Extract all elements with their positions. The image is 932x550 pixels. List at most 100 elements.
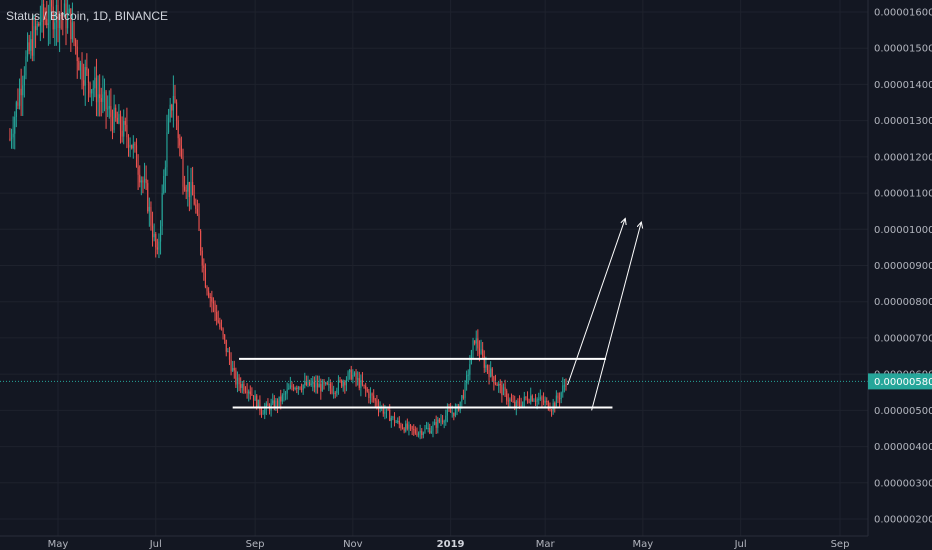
candle-body — [139, 174, 141, 183]
candle-body — [549, 409, 551, 411]
candle-body — [44, 18, 46, 20]
time-tick-label: Mar — [536, 539, 556, 550]
candle-body — [499, 384, 501, 386]
price-tick-label: 0.00000700 — [874, 333, 932, 344]
candle-body — [57, 4, 59, 28]
candle-body — [461, 395, 463, 402]
candle-body — [371, 393, 373, 396]
candle-body — [184, 186, 186, 191]
candle-body — [108, 106, 110, 109]
candle-body — [150, 206, 152, 226]
candle-body — [349, 369, 351, 373]
candle-body — [360, 380, 362, 388]
price-axis[interactable]: 0.00001600 0.00001500 0.00001400 0.00001300… — [867, 0, 932, 550]
candle-body — [475, 338, 477, 344]
candle-body — [317, 383, 319, 388]
candle-body — [164, 167, 166, 177]
candle-body — [427, 428, 429, 430]
candle-body — [179, 138, 181, 146]
candle-body — [321, 381, 323, 392]
candle-body — [550, 410, 553, 412]
candle-body — [14, 116, 16, 134]
candle-body — [482, 349, 484, 356]
time-tick-label: Sep — [246, 539, 265, 550]
candle-body — [493, 376, 495, 384]
drawings-layer[interactable] — [0, 218, 868, 411]
candle-body — [331, 388, 333, 393]
candle-body — [35, 26, 37, 31]
candle-body — [437, 419, 439, 428]
candle-body — [562, 385, 564, 393]
candle-body — [462, 395, 464, 399]
candle-body — [385, 408, 388, 413]
candle-body — [75, 39, 77, 47]
candle-body — [26, 42, 29, 57]
candle-body — [208, 291, 210, 297]
candle-body — [514, 401, 516, 408]
candle-body — [119, 114, 122, 131]
candle-body — [79, 62, 81, 71]
candle-body — [151, 225, 154, 238]
candle-body — [73, 22, 75, 40]
candle-body — [515, 401, 517, 408]
candle-body — [342, 381, 344, 387]
candle-body — [262, 413, 264, 415]
candle-body — [260, 410, 263, 415]
time-tick-label: Nov — [343, 539, 363, 550]
candle-body — [84, 67, 86, 86]
candle-body — [307, 380, 309, 385]
candle-body — [417, 432, 420, 436]
time-tick-label: Sep — [831, 539, 850, 550]
candle-body — [227, 351, 229, 353]
candle-body — [546, 400, 548, 402]
candle-body — [454, 408, 456, 416]
candle-body — [198, 213, 200, 231]
grid-layer — [0, 0, 868, 536]
candle-body — [504, 387, 506, 391]
candle-body — [392, 416, 394, 418]
candle-body — [116, 117, 118, 124]
candle-body — [46, 18, 48, 26]
candle-body — [47, 23, 49, 26]
candle-body — [344, 381, 346, 386]
price-tick-label: 0.00000900 — [874, 261, 932, 272]
candle-body — [280, 396, 282, 402]
candle-body — [430, 430, 432, 434]
candle-body — [180, 145, 182, 158]
price-tick-label: 0.00001200 — [874, 152, 932, 163]
candle-body — [534, 400, 537, 402]
candle-body — [212, 301, 214, 304]
candle-body — [477, 338, 479, 349]
candle-body — [523, 396, 525, 402]
candle-body — [49, 0, 51, 24]
candle-body — [248, 391, 250, 394]
candle-body — [23, 75, 25, 86]
candle-body — [142, 180, 144, 183]
candle-body — [325, 382, 327, 384]
candle-body — [347, 372, 349, 380]
candle-body — [238, 377, 240, 385]
candle-body — [357, 378, 359, 380]
price-tick-label: 0.00000500 — [874, 406, 932, 417]
candle-body — [315, 383, 317, 388]
candle-body — [70, 8, 72, 40]
candle-body — [382, 407, 384, 414]
candle-body — [103, 91, 106, 95]
candle-body — [467, 374, 469, 376]
candle-body — [87, 70, 90, 84]
candle-body — [60, 14, 62, 16]
candle-body — [329, 383, 331, 389]
candle-body — [28, 42, 30, 51]
candle-body — [365, 385, 367, 390]
candle-body — [233, 368, 235, 371]
candle-body — [89, 83, 91, 94]
candle-body — [267, 403, 269, 406]
candle-body — [373, 395, 375, 400]
candle-body — [421, 430, 423, 436]
candle-body — [563, 385, 565, 387]
time-axis[interactable]: May Jul Sep Nov 2019 Mar May Jul Sep — [0, 535, 868, 550]
candle-body — [353, 372, 356, 375]
candle-body — [522, 401, 524, 407]
candle-body — [235, 370, 237, 385]
